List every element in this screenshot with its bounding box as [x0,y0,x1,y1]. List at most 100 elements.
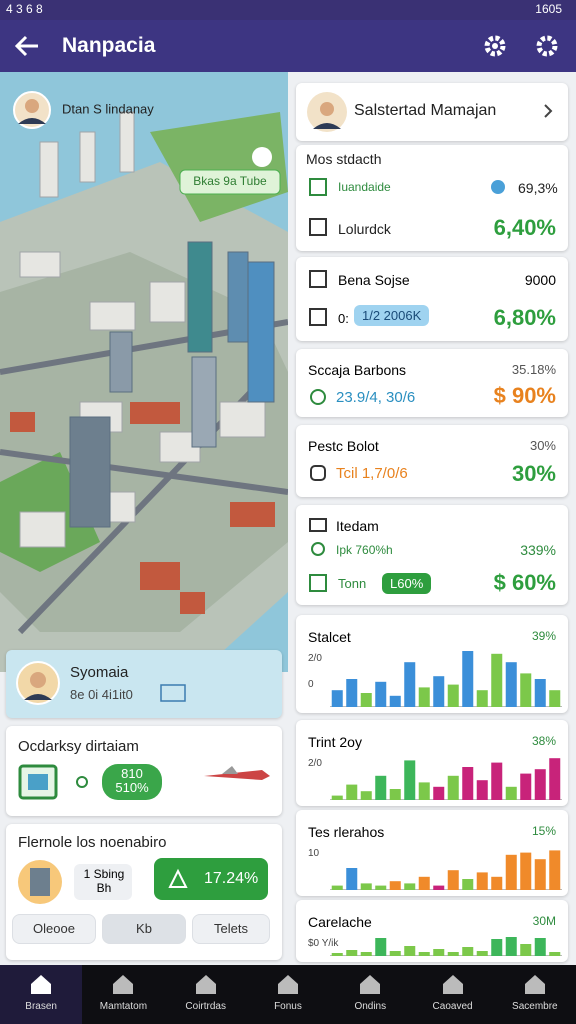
bar [476,951,488,956]
planner-button[interactable]: Oleooe [12,914,96,944]
bar [389,789,401,800]
planner-value: 17.24% [204,870,259,887]
chart-card: Carelache 30M $0 Y/ik [296,900,568,962]
summary-value: 6,40% [493,215,556,240]
stat-title: Itedam [336,518,379,534]
chart-tick-label: 10 [308,848,320,859]
bar [331,690,343,707]
bar [375,775,387,800]
nav-label: Caoaved [432,1001,473,1012]
nav-item[interactable]: Mamtatom [82,965,164,1024]
bar [549,850,561,890]
bar [346,679,358,707]
nav-item[interactable]: Coirtrdas [165,965,247,1024]
planner-card[interactable]: Flernole los noenabiro 1 Sbing Bh 17.24%… [6,824,282,960]
summary-value: 69,3% [518,180,558,196]
stat-right: 35.18% [511,362,556,377]
bar [331,953,343,956]
bar [331,795,343,800]
chart-right: 15% [531,824,556,838]
bar [476,690,488,707]
bar [534,938,546,956]
bar [447,952,459,956]
nav-label: Fonus [274,1001,302,1012]
bar [404,662,416,707]
transit-title: Ocdarksy dirtaiam [18,738,139,755]
map-badge[interactable]: Bkas 9a Tube [193,174,267,188]
location-title: Syomaia [70,664,129,681]
bar [433,885,445,890]
chart-card: Trint 2oy 38% 2/0 [296,720,568,806]
bar [389,695,401,707]
stat-card: Itedam Ipk 760%h 339% Tonn L60% $ 60% [296,505,568,605]
nav-icon [277,975,298,994]
bar-chart [330,937,562,956]
profile-card[interactable]: Salstertad Mamajan [296,83,568,141]
stat-title: Sccaja Barbons [308,362,407,378]
nav-item[interactable]: Brasen [0,965,83,1024]
bar [418,687,430,707]
chart-card: Tes rlerahos 15% 10 [296,810,568,896]
chart-card: Stalcet 39% 2/0 0 [296,615,568,713]
nav-label: Ondins [354,1001,387,1012]
stat-value: 6,80% [493,305,556,330]
nav-item[interactable]: Ondins [329,965,411,1024]
stat-right: 339% [520,542,556,558]
bar [375,681,387,707]
planner-detail: 1 Sbing Bh [83,867,125,895]
planner-button[interactable]: Kb [102,914,186,944]
chart-right: 38% [531,734,556,748]
bar [520,852,532,890]
planner-detail-box: 1 Sbing Bh [74,864,132,900]
bar [433,949,445,956]
stat-value: 30% [511,461,556,486]
bar [346,868,358,890]
nav-label: Brasen [25,1001,57,1012]
bar-chart [330,850,562,890]
settings-button[interactable] [482,33,508,59]
bar [476,872,488,890]
summary-label: Lolurdck [338,221,391,237]
bar [505,662,517,707]
bar [418,952,430,956]
nav-icon-shape [524,975,545,994]
planner-value-box[interactable]: 17.24% [154,858,268,900]
location-subtitle: 8e 0i 4i1it0 [70,687,133,702]
planner-button[interactable]: Telets [192,914,270,944]
stat-sub: Tcil 1,7/0/6 [336,465,408,482]
bar [520,944,532,956]
nav-icon [31,975,52,994]
bar [462,947,474,956]
app-title: Nanpacia [62,34,156,57]
nav-item[interactable]: Fonus [247,965,329,1024]
bar [331,885,343,890]
nav-icon [113,975,134,994]
nav-label: Mamtatom [99,1001,148,1012]
stat-sub: 23.9/4, 30/6 [336,389,416,406]
location-card[interactable]: Syomaia 8e 0i 4i1it0 [6,650,282,718]
chart-tick-label: $0 Y/ik [308,938,339,949]
bar [549,952,561,956]
city-map[interactable]: Dtan S lindanay Bkas 9a Tube [0,72,288,672]
chart-title: Stalcet [308,629,351,645]
nav-item[interactable]: Sacembre [494,965,576,1024]
bar [491,939,503,956]
options-button[interactable] [534,33,560,59]
stat-card: Sccaja Barbons 35.18% 23.9/4, 30/6 $ 90% [296,349,568,417]
transit-card[interactable]: Ocdarksy dirtaiam 810 510% [6,726,282,816]
summary-card: Mos stdacth Iuandaide 69,3% Lolurdck 6,4… [296,145,568,251]
nav-icon-shape [31,975,52,994]
bar [433,676,445,707]
back-button[interactable] [14,34,40,58]
planner-title: Flernole los noenabiro [18,834,167,851]
bar [447,775,459,800]
stat-card: Pestc Bolot 30% Tcil 1,7/0/6 30% [296,425,568,497]
bar [360,791,372,800]
stat-pill: L60% [382,573,432,594]
bar [375,938,387,956]
bar [476,780,488,800]
profile-name: Salstertad Mamajan [354,102,497,119]
nav-item[interactable]: Caoaved [411,965,493,1024]
stat-value: $ 60% [493,570,556,595]
